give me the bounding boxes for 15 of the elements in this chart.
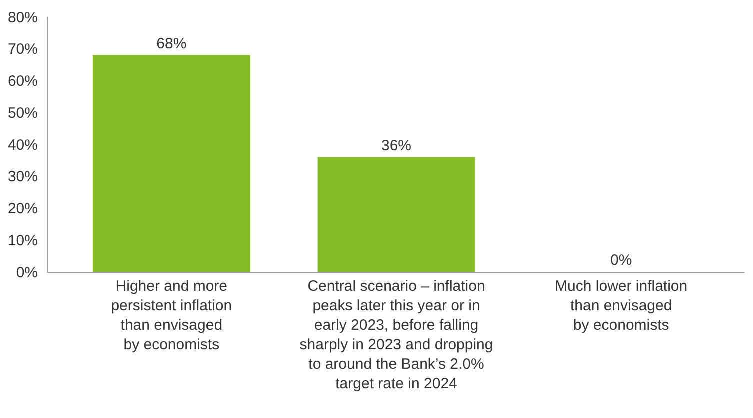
y-tick-label: 70%	[8, 41, 38, 58]
data-label: 68%	[156, 35, 187, 52]
y-tick-label: 10%	[8, 232, 38, 250]
y-tick-label: 20%	[8, 200, 38, 218]
x-tick-label: Much lower inflation than envisaged by economists	[555, 278, 688, 334]
y-tick-label: 80%	[8, 9, 38, 26]
y-tick-label: 0%	[16, 264, 38, 282]
data-label: 36%	[381, 137, 412, 154]
y-tick-label: 50%	[8, 104, 38, 122]
y-tick-label: 30%	[8, 168, 38, 186]
y-tick-label: 60%	[8, 73, 38, 90]
data-label: 0%	[610, 252, 632, 269]
y-tick-label: 40%	[8, 136, 38, 154]
x-tick-label: Higher and more persistent inflation than envisaged by economists	[111, 278, 232, 354]
x-tick-label: Central scenario – inflation peaks later this year or in early 2023, before falling sharply in 2023 and dropping to around the Bank’s 2.0% target rate in 2024	[300, 278, 494, 392]
